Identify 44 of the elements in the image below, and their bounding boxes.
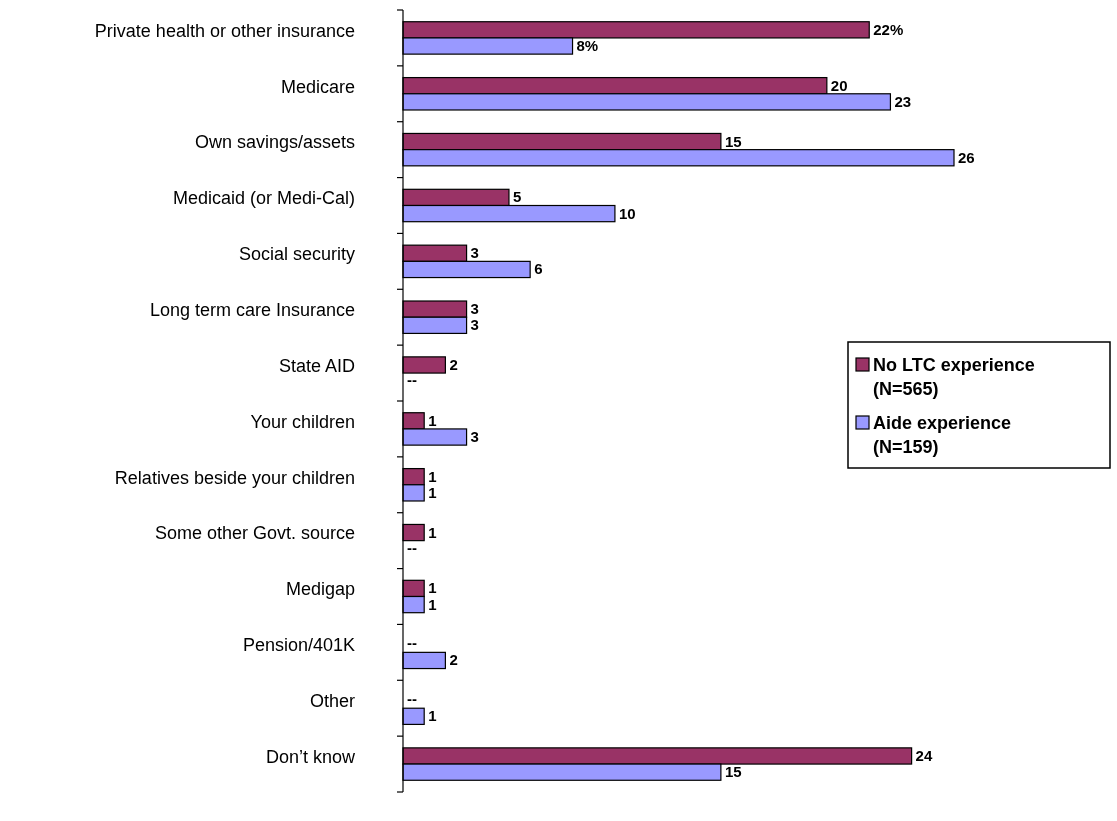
y-tick-label: Other: [309, 690, 355, 711]
data-label: 15: [724, 132, 742, 150]
data-label: 5: [512, 188, 522, 206]
y-tick-label: Private health or other insurance: [94, 20, 355, 41]
data-label: 22%: [873, 20, 904, 38]
data-label: 20: [830, 76, 848, 94]
data-label: 26: [958, 148, 975, 166]
data-label: 3: [470, 300, 479, 318]
data-label: 1: [428, 523, 437, 541]
y-tick-label: Some other Govt. source: [154, 523, 355, 544]
y-tick-label: Pension/401K: [242, 635, 355, 656]
y-tick-label: Social security: [238, 244, 355, 265]
data-label: 10: [618, 204, 636, 222]
y-tick-label: Relatives beside your children: [114, 467, 355, 488]
y-tick-label: Your children: [250, 411, 355, 432]
data-label: 3: [470, 316, 479, 334]
y-tick-label: Own savings/assets: [194, 132, 355, 153]
data-label: 8%: [576, 37, 599, 55]
y-tick-label: State AID: [278, 355, 355, 376]
text: --: [407, 371, 417, 389]
data-label: 1: [428, 707, 437, 725]
data-label: 3: [470, 244, 479, 262]
data-label: 2: [449, 355, 458, 373]
text: --: [407, 634, 417, 652]
y-tick-label: Medicare: [280, 76, 355, 97]
text: --: [407, 690, 417, 708]
data-label: 1: [428, 595, 437, 613]
data-label: 1: [428, 579, 437, 597]
data-label: 6: [534, 260, 543, 278]
legend-label: No LTC experience (N=565): [873, 355, 1035, 399]
text: --: [407, 538, 417, 556]
data-label: 15: [724, 763, 742, 781]
legend-label: Aide experience (N=159): [873, 413, 1012, 457]
y-tick-label: Don’t know: [265, 746, 356, 767]
data-label: 1: [428, 411, 437, 429]
data-label: 1: [428, 467, 437, 485]
data-label: 24: [915, 746, 933, 764]
y-tick-label: Medigap: [285, 579, 355, 600]
y-tick-label: Long term care Insurance: [149, 299, 355, 320]
data-label: 23: [894, 92, 912, 110]
y-tick-label: Medicaid (or Medi-Cal): [172, 188, 355, 209]
data-label: 2: [449, 651, 458, 669]
data-label: 1: [428, 483, 437, 501]
data-label: 3: [470, 428, 479, 446]
